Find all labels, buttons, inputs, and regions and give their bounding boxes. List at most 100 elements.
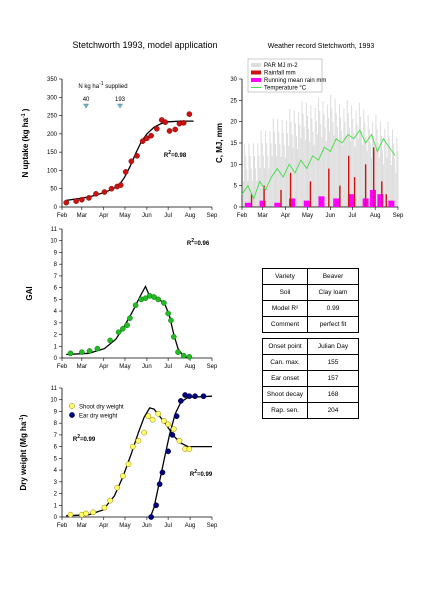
legend-swatch: [251, 70, 261, 75]
data-point: [79, 349, 85, 355]
fertilizer-arrow-icon: [83, 103, 89, 109]
rainfall-bar: [364, 164, 367, 207]
model-fit-line: [149, 395, 213, 518]
par-bar: [298, 111, 300, 207]
par-bar: [320, 124, 322, 207]
data-point: [161, 417, 167, 424]
legend-swatch: [251, 63, 261, 67]
y-tick-label: 7: [54, 433, 58, 439]
data-point: [120, 325, 126, 332]
par-bar: [341, 130, 343, 207]
par-bar: [342, 144, 344, 207]
par-bar: [386, 157, 388, 207]
par-bar: [356, 124, 358, 207]
rain-mean-bar: [274, 202, 281, 207]
par-bar: [289, 109, 291, 207]
par-bar: [251, 180, 253, 207]
par-bar: [335, 112, 337, 207]
fertilizer-amount-label: 193: [115, 97, 126, 103]
onset-label: Can. max.: [262, 354, 308, 371]
data-point: [169, 432, 176, 438]
table-header-row: Onset point Julian Day: [262, 338, 359, 355]
data-point: [165, 310, 171, 317]
par-bar: [260, 130, 262, 207]
data-point: [156, 481, 163, 488]
onset-header: Onset point: [262, 338, 308, 355]
data-point: [141, 429, 147, 436]
par-bar: [269, 130, 271, 207]
info-label: Soil: [262, 284, 308, 301]
data-point: [117, 182, 124, 188]
data-point: [168, 317, 174, 324]
par-bar: [278, 131, 280, 207]
y-tick-label: 2: [54, 492, 58, 498]
par-bar: [355, 110, 357, 207]
par-bar: [382, 150, 384, 207]
rainfall-bar: [373, 147, 375, 207]
y-tick-label: 0: [54, 515, 58, 521]
par-bar: [293, 110, 295, 207]
par-bar: [277, 119, 279, 207]
par-bar: [259, 168, 261, 207]
par-bar: [242, 181, 244, 207]
data-point: [159, 469, 166, 476]
par-bar: [396, 137, 398, 207]
onset-header: Julian Day: [307, 338, 359, 355]
par-bar: [372, 121, 374, 207]
par-bar: [351, 105, 353, 207]
onset-value: 155: [307, 354, 359, 371]
y-tick-label: 1: [54, 344, 58, 350]
rain-mean-bar: [347, 194, 354, 207]
info-value: Beaver: [307, 268, 359, 285]
par-bar: [322, 101, 324, 207]
data-point: [151, 294, 157, 300]
fertilizer-annotation: N kg ha-1 supplied: [78, 81, 127, 90]
x-tick-label: Apr: [99, 213, 108, 219]
par-bar: [367, 115, 369, 207]
par-bar: [315, 121, 317, 207]
data-point: [101, 504, 108, 511]
y-axis-label: N uptake (kg ha-1 ): [21, 108, 30, 177]
par-bars: [242, 95, 399, 207]
data-point: [63, 199, 70, 206]
par-bar: [282, 132, 284, 207]
y-tick-label: 6: [54, 445, 58, 451]
par-bar: [375, 114, 377, 207]
data-point: [127, 315, 133, 321]
data-point: [132, 302, 139, 309]
data-point: [200, 393, 207, 400]
r2-label: R2=0.99: [190, 469, 213, 478]
x-tick-label: May: [302, 213, 313, 219]
y-tick-label: 150: [47, 150, 58, 156]
y-tick-label: 10: [50, 398, 57, 404]
x-tick-label: Aug: [370, 213, 381, 219]
x-tick-label: Mar: [77, 364, 87, 370]
y-tick-label: 3: [54, 480, 58, 486]
table-row: Ear onset 157: [262, 370, 359, 387]
data-point: [67, 511, 74, 518]
par-bar: [345, 135, 347, 207]
par-bar: [304, 139, 306, 207]
data-point: [175, 349, 181, 355]
data-point: [135, 437, 142, 444]
y-tick-label: 1: [54, 503, 58, 509]
temperature-line: [241, 129, 396, 200]
par-bar: [344, 122, 346, 207]
r2-label: R2=0.99: [73, 434, 96, 443]
info-label: Model R²: [262, 300, 308, 317]
par-bar: [332, 122, 334, 207]
par-bar: [325, 141, 327, 207]
par-bar: [254, 155, 256, 207]
y-tick-label: 250: [47, 114, 58, 120]
data-point: [180, 352, 187, 359]
x-tick-label: Jun: [142, 364, 152, 370]
data-point: [186, 393, 193, 400]
par-bar: [368, 129, 370, 207]
data-point: [134, 152, 140, 159]
data-point: [122, 169, 129, 175]
legend-label: Running mean rain mm: [264, 78, 326, 84]
page-title: Stetchworth 1993, model application: [72, 40, 218, 50]
par-bar: [284, 157, 286, 207]
par-bar: [334, 99, 336, 207]
x-tick-label: May: [119, 523, 130, 529]
